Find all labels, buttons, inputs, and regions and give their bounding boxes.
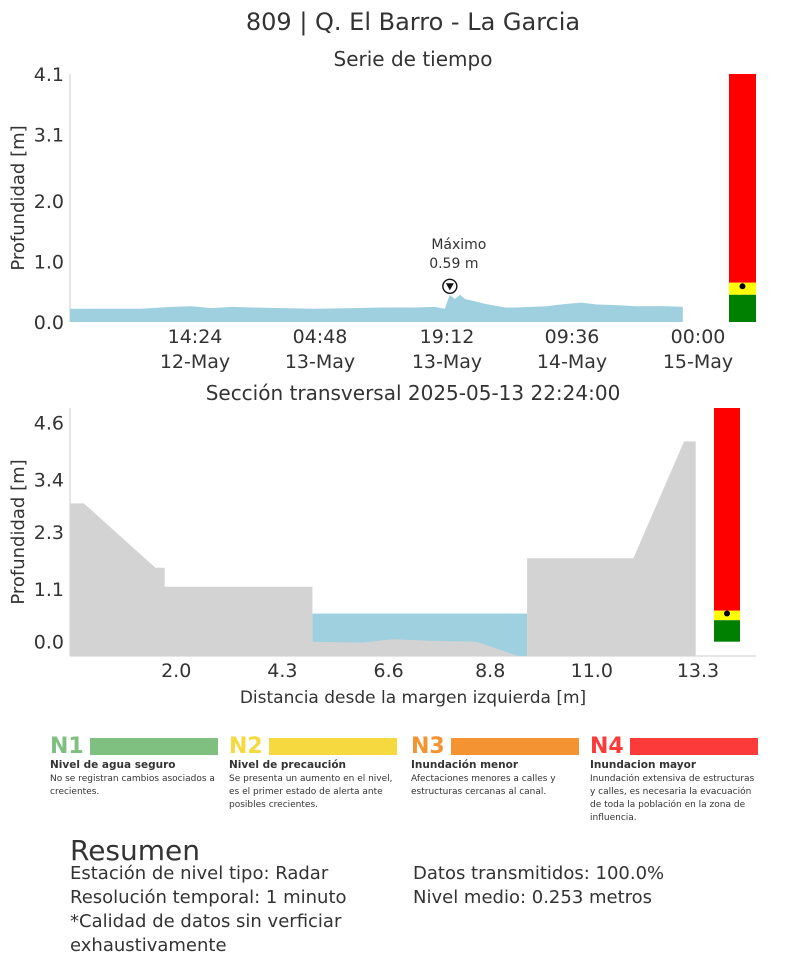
- x-tick-date: 15-May: [663, 351, 733, 373]
- x-tick-time: 09:36: [545, 326, 600, 348]
- x-tick-date: 14-May: [537, 351, 607, 373]
- timeseries-area: [70, 294, 683, 322]
- summary-heading: Resumen: [70, 834, 201, 867]
- summary-right: Datos transmitidos: 100.0% Nivel medio: …: [413, 862, 664, 910]
- summary-line: *Calidad de datos sin verficiar: [70, 911, 342, 932]
- page-title: 809 | Q. El Barro - La Garcia: [246, 8, 580, 36]
- timeseries-title: Serie de tiempo: [334, 47, 493, 71]
- summary-line: Estación de nivel tipo: Radar: [70, 863, 329, 884]
- x-tick-label: 13.3: [677, 660, 719, 682]
- legend-description: Afectaciones menores a calles y estructu…: [411, 774, 556, 797]
- y-tick-label: 2.3: [34, 522, 64, 544]
- legend-code: N2: [229, 734, 263, 759]
- cross-section-title: Sección transversal 2025-05-13 22:24:00: [206, 381, 621, 405]
- charts-canvas: 809 | Q. El Barro - La Garcia Serie de ti…: [8, 8, 756, 708]
- cross-section-level-n1-band: [714, 620, 740, 642]
- legend-color-bar: [90, 738, 218, 755]
- x-tick-date: 12-May: [160, 351, 230, 373]
- legend-description: Inundación extensiva de estructuras y ca…: [590, 774, 755, 823]
- y-tick-label: 4.1: [34, 64, 64, 86]
- summary-line: exhaustivamente: [70, 935, 227, 956]
- x-tick-label: 11.0: [571, 660, 613, 682]
- summary-line: Datos transmitidos: 100.0%: [413, 863, 665, 884]
- legend-title: Nivel de agua seguro: [50, 759, 176, 771]
- x-tick-date: 13-May: [412, 351, 482, 373]
- legend-description: Se presenta un aumento en el nivel, es e…: [229, 774, 393, 810]
- cross-section-level-n4-band: [714, 408, 740, 611]
- x-tick-label: 6.6: [374, 660, 404, 682]
- cross-section-x-label: Distancia desde la margen izquierda [m]: [240, 688, 586, 708]
- x-tick-label: 2.0: [161, 660, 191, 682]
- timeseries-level-current-level: [739, 283, 746, 290]
- summary-section: Resumen Estación de nivel tipo: Radar Re…: [70, 834, 770, 956]
- x-tick-time: 19:12: [420, 326, 475, 348]
- timeseries-level-n4-band: [729, 74, 756, 283]
- x-tick-date: 13-May: [285, 351, 355, 373]
- summary-left: Estación de nivel tipo: Radar Resolución…: [70, 862, 347, 958]
- timeseries-y-label: Profundidad [m]: [8, 125, 29, 270]
- legend-color-bar: [269, 738, 397, 755]
- cross-section-y-label: Profundidad [m]: [8, 459, 29, 604]
- y-tick-label: 0.0: [34, 632, 64, 654]
- cross-section-ground: [70, 441, 696, 656]
- y-tick-label: 3.1: [34, 124, 64, 146]
- legend-title: Inundación menor: [411, 759, 519, 771]
- timeseries-level-n1-band: [729, 294, 756, 322]
- max-label: Máximo: [431, 237, 486, 253]
- x-tick-time: 00:00: [671, 326, 726, 348]
- x-tick-label: 8.8: [475, 660, 505, 682]
- x-tick-time: 14:24: [168, 326, 223, 348]
- x-tick-time: 04:48: [293, 326, 348, 348]
- legend-code: N4: [590, 734, 624, 759]
- legend-description: No se registran cambios asociados a crec…: [50, 774, 215, 797]
- y-tick-label: 1.0: [34, 252, 64, 274]
- cross-section-level-current-level: [724, 610, 730, 617]
- max-value-label: 0.59 m: [429, 256, 478, 272]
- y-tick-label: 2.0: [34, 191, 64, 213]
- y-tick-label: 3.4: [34, 470, 64, 492]
- legend-code: N1: [50, 734, 84, 759]
- legend-title: Inundacion mayor: [590, 759, 697, 771]
- summary-line: Nivel medio: 0.253 metros: [413, 887, 653, 908]
- y-tick-label: 1.1: [34, 579, 64, 601]
- legend-color-bar: [630, 738, 758, 755]
- y-tick-label: 4.6: [34, 412, 64, 434]
- legend-title: Nivel de precaución: [229, 759, 347, 771]
- y-tick-label: 0.0: [34, 312, 64, 334]
- legend-color-bar: [451, 738, 579, 755]
- legend-code: N3: [411, 734, 445, 759]
- summary-line: Resolución temporal: 1 minuto: [70, 887, 347, 908]
- x-tick-label: 4.3: [267, 660, 297, 682]
- max-marker-triangle: [445, 283, 454, 291]
